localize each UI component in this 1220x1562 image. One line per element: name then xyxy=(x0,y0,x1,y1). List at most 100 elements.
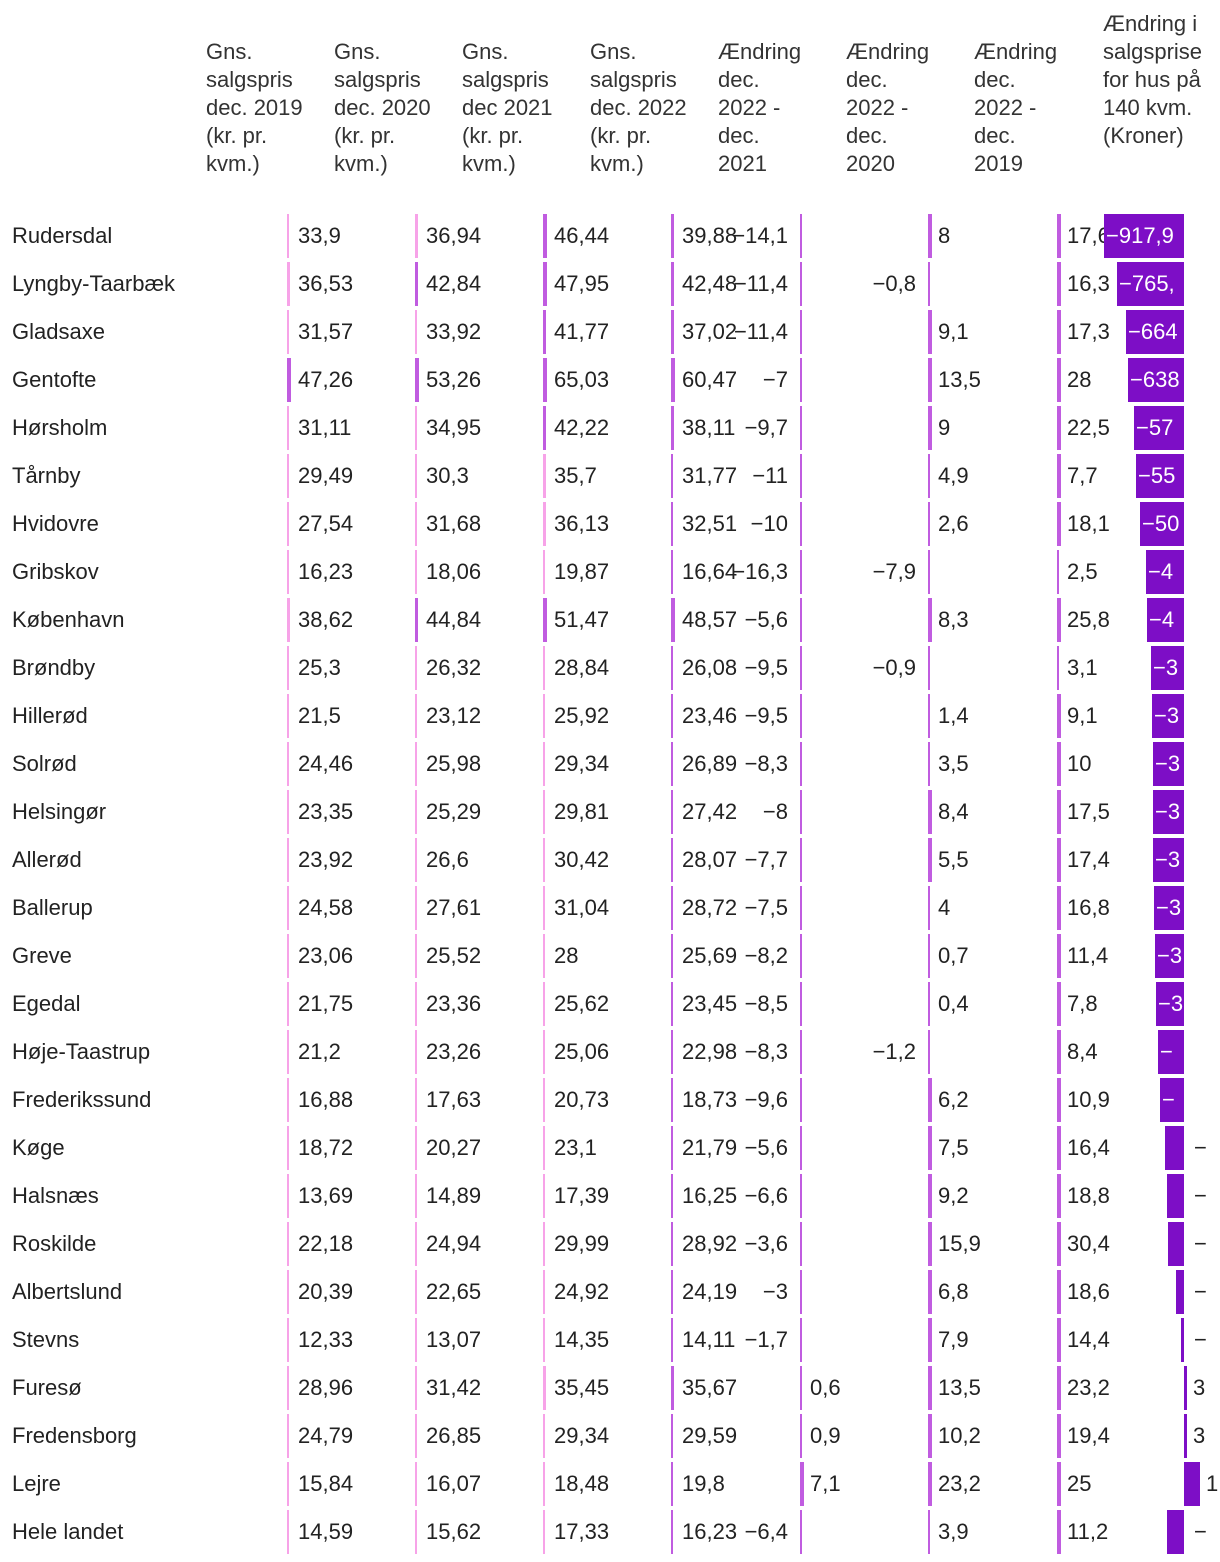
cell-p2019-bar xyxy=(287,406,289,450)
cell-change-2019: 7,8 xyxy=(1067,991,1098,1016)
cell-p2021-bar xyxy=(543,1126,545,1170)
cell-change-2020: 9 xyxy=(938,415,951,440)
cell-p2019-bar xyxy=(287,742,289,786)
cell-p2019: 13,69 xyxy=(298,1183,354,1208)
table-row: Hillerød 21,5 23,12 25,92 23,46 −9,5 1,4 9,1 −3 xyxy=(0,692,1220,740)
cell-p2020-bar xyxy=(415,1222,417,1266)
cell-change-2019-bar xyxy=(1057,214,1061,258)
cell-change-2021-bar xyxy=(800,1078,802,1122)
cell-change-2021-bar xyxy=(800,406,802,450)
cell-change-2019-bar xyxy=(1057,838,1061,882)
cell-p2020-bar xyxy=(415,1174,417,1218)
cell-p2020: 25,29 xyxy=(426,799,482,824)
cell-p2019-bar xyxy=(287,454,289,498)
cell-change-2021: −8 xyxy=(762,799,788,824)
cell-change-2020-bar xyxy=(928,310,932,354)
cell-hus-bar xyxy=(1176,1270,1184,1314)
cell-p2019-bar xyxy=(287,1510,289,1554)
cell-change-2020: 4 xyxy=(938,895,951,920)
cell-hus-bar xyxy=(1154,886,1184,930)
cell-p2020-bar xyxy=(415,1078,417,1122)
cell-change-2021-bar xyxy=(800,790,802,834)
row-label: Lyngby-Taarbæk xyxy=(12,271,176,296)
table-row: Allerød 23,92 26,6 30,42 28,07 −7,7 5,5 17,4 −3 xyxy=(0,836,1220,884)
cell-hus-bar xyxy=(1147,598,1184,642)
cell-hus: −917,9 xyxy=(1106,223,1174,248)
cell-change-2019: 7,7 xyxy=(1067,463,1098,488)
cell-p2019: 47,26 xyxy=(298,367,354,392)
cell-p2022: 16,25 xyxy=(682,1183,738,1208)
row-label: Brøndby xyxy=(12,655,96,680)
row-label: Egedal xyxy=(12,991,81,1016)
cell-p2021-bar xyxy=(543,262,547,306)
cell-change-2019-bar xyxy=(1057,1174,1061,1218)
header-p2021: Gns. salgspris dec 2021 (kr. pr. kvm.) xyxy=(462,39,553,176)
row-label: Furesø xyxy=(12,1375,82,1400)
cell-p2022-bar xyxy=(671,1414,673,1458)
cell-p2019: 18,72 xyxy=(298,1135,354,1160)
cell-change-2020: 23,2 xyxy=(938,1471,981,1496)
cell-p2021-bar xyxy=(543,1270,545,1314)
cell-change-2021: −9,7 xyxy=(744,415,788,440)
cell-change-2019: 23,2 xyxy=(1067,1375,1110,1400)
cell-change-2020: −1,2 xyxy=(872,1039,916,1064)
cell-change-2019-bar xyxy=(1057,310,1061,354)
cell-p2019: 12,33 xyxy=(298,1327,354,1352)
cell-hus: −3 xyxy=(1158,991,1184,1016)
cell-p2020: 25,52 xyxy=(426,943,482,968)
cell-change-2021-bar xyxy=(800,646,802,690)
cell-change-2019: 30,4 xyxy=(1067,1231,1110,1256)
cell-p2020: 23,12 xyxy=(426,703,482,728)
cell-p2020-bar xyxy=(415,1126,417,1170)
cell-p2020: 31,42 xyxy=(426,1375,482,1400)
cell-p2021: 18,48 xyxy=(554,1471,610,1496)
cell-change-2020: 15,9 xyxy=(938,1231,981,1256)
cell-change-2019-bar xyxy=(1057,1222,1061,1266)
cell-p2019: 31,11 xyxy=(298,415,352,440)
table-row: Lejre 15,84 16,07 18,48 19,8 7,1 23,2 25 1 xyxy=(0,1460,1220,1508)
cell-change-2021: −8,5 xyxy=(744,991,788,1016)
row-label: Allerød xyxy=(12,847,82,872)
cell-p2019-bar xyxy=(287,1366,289,1410)
cell-p2019-bar xyxy=(287,790,289,834)
cell-p2020-bar xyxy=(415,1414,417,1458)
cell-change-2021-bar xyxy=(800,214,802,258)
cell-p2022: 23,46 xyxy=(682,703,738,728)
cell-hus: − xyxy=(1194,1519,1207,1544)
cell-p2020-bar xyxy=(415,742,417,786)
cell-p2021: 29,34 xyxy=(554,751,610,776)
cell-change-2019-bar xyxy=(1057,934,1061,978)
cell-p2020-bar xyxy=(415,694,417,738)
cell-p2019-bar xyxy=(287,646,289,690)
cell-change-2020-bar xyxy=(928,598,932,642)
table-row: Hvidovre 27,54 31,68 36,13 32,51 −10 2,6 18,1 −5… xyxy=(0,500,1220,548)
cell-hus-bar xyxy=(1146,550,1184,594)
cell-p2020: 20,27 xyxy=(426,1135,482,1160)
cell-p2020: 13,07 xyxy=(426,1327,482,1352)
cell-p2022: 29,59 xyxy=(682,1423,738,1448)
cell-p2020: 30,3 xyxy=(426,463,469,488)
cell-change-2021: −8,2 xyxy=(744,943,788,968)
table-row: Stevns 12,33 13,07 14,35 14,11 −1,7 7,9 14,4 − xyxy=(0,1316,1220,1364)
cell-change-2019-bar xyxy=(1057,358,1061,402)
cell-p2020: 34,95 xyxy=(426,415,482,440)
table-row: Brøndby 25,3 26,32 28,84 26,08 −9,5 −0,9 3,1 −3 xyxy=(0,644,1220,692)
cell-p2022: 38,11 xyxy=(682,415,736,440)
cell-change-2021: −7,7 xyxy=(744,847,788,872)
cell-p2022: 26,89 xyxy=(682,751,738,776)
cell-change-2019-bar xyxy=(1057,1510,1061,1554)
cell-p2022: 18,73 xyxy=(682,1087,738,1112)
cell-hus-bar xyxy=(1153,838,1184,882)
cell-change-2019: 8,4 xyxy=(1067,1039,1098,1064)
cell-hus-bar xyxy=(1181,1318,1184,1362)
cell-change-2021-bar xyxy=(800,1174,802,1218)
cell-p2022-bar xyxy=(671,982,673,1026)
cell-p2019: 22,18 xyxy=(298,1231,354,1256)
cell-p2020-bar xyxy=(415,982,417,1026)
cell-p2020: 26,32 xyxy=(426,655,482,680)
row-label: Gentofte xyxy=(12,367,97,392)
cell-p2021: 25,92 xyxy=(554,703,610,728)
cell-change-2021: −5,6 xyxy=(744,1135,788,1160)
cell-change-2020: 7,9 xyxy=(938,1327,969,1352)
cell-change-2021-bar xyxy=(800,1270,802,1314)
